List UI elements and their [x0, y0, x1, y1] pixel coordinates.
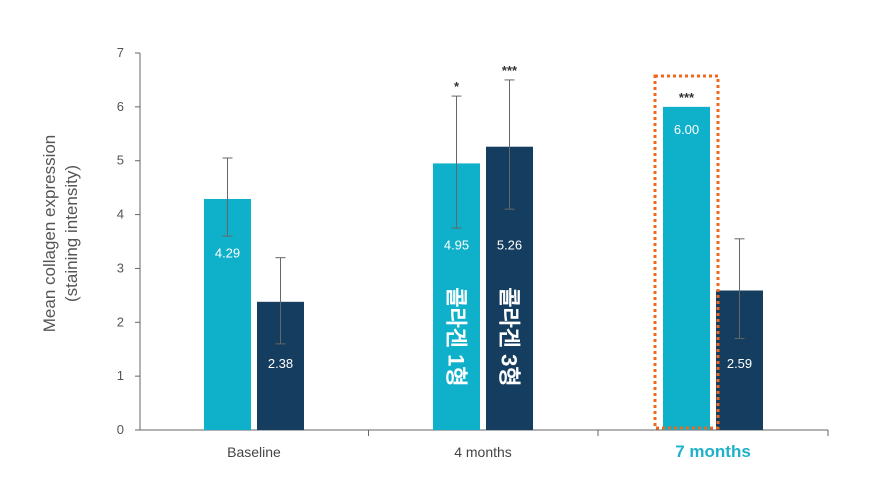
significance-marker: ***: [502, 63, 518, 78]
y-tick-label: 2: [117, 314, 124, 329]
x-category-label: 7 months: [675, 442, 751, 461]
x-category-label: Baseline: [227, 444, 281, 460]
highlight-box: [653, 74, 720, 430]
bar: [663, 106, 710, 430]
y-tick-label: 5: [117, 153, 124, 168]
bar-value-label: 6.00: [674, 122, 699, 137]
bar-value-label: 4.95: [444, 238, 469, 253]
y-tick-label: 6: [117, 99, 124, 114]
bar-inner-label: 콜라겐 1형: [444, 287, 469, 386]
bar-value-label: 4.29: [215, 246, 240, 261]
y-tick-label: 7: [117, 45, 124, 60]
y-axis-label: (staining intensity): [62, 165, 81, 302]
significance-marker: ***: [679, 90, 695, 105]
significance-marker: *: [454, 79, 460, 94]
y-tick-label: 1: [117, 368, 124, 383]
x-category-label: 4 months: [454, 444, 512, 460]
bar-value-label: 5.26: [497, 238, 522, 253]
bar: [204, 198, 251, 430]
y-axis-label: Mean collagen expression: [40, 135, 59, 333]
y-tick-label: 4: [117, 207, 124, 222]
bar-value-label: 2.38: [268, 356, 293, 371]
bar-inner-label: 콜라겐 3형: [497, 287, 522, 386]
y-tick-label: 0: [117, 422, 124, 437]
y-tick-label: 3: [117, 260, 124, 275]
bar-value-label: 2.59: [727, 356, 752, 371]
